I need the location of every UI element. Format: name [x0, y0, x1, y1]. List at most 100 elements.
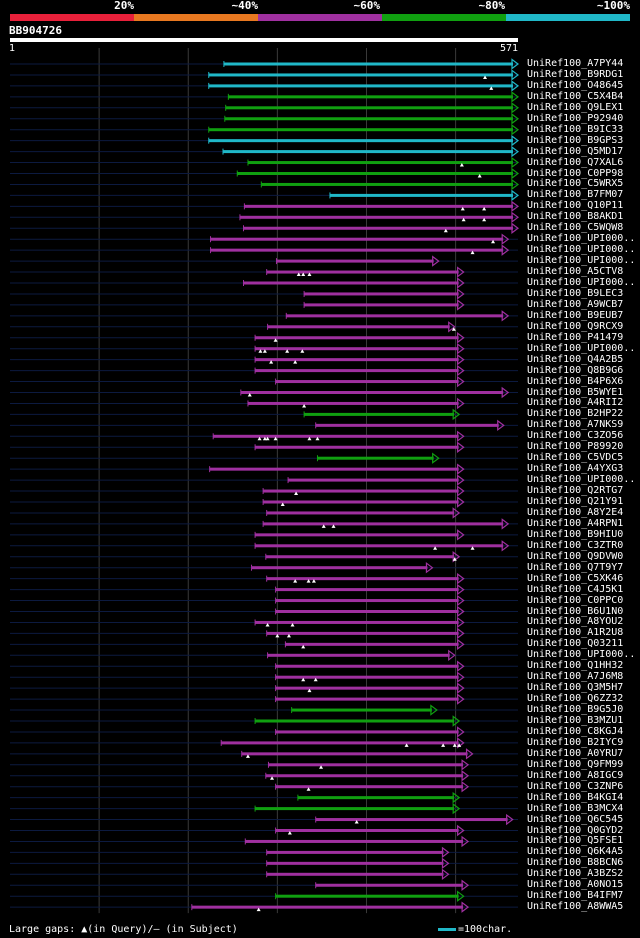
hit-label[interactable]: UniRef100_UPI000..	[527, 277, 636, 288]
hit-label[interactable]: UniRef100_B9IC33	[527, 123, 624, 135]
hit-label[interactable]: UniRef100_A4RPN1	[527, 517, 624, 529]
hit-label[interactable]: UniRef100_C3ZNP6	[527, 780, 624, 792]
hit-label[interactable]: UniRef100_B8BCN6	[527, 857, 624, 869]
hit-label[interactable]: UniRef100_B9LEC3	[527, 287, 624, 299]
hit-label[interactable]: UniRef100_A7J6M8	[527, 671, 624, 683]
hit-label[interactable]: UniRef100_C5WRX5	[527, 178, 624, 190]
hit-label[interactable]: UniRef100_C8KGJ4	[527, 725, 624, 737]
hit-label[interactable]: UniRef100_B7FM07	[527, 189, 624, 201]
hit-label[interactable]: UniRef100_Q4A2B5	[527, 353, 624, 365]
query-gap-marker	[482, 217, 487, 222]
hit-label[interactable]: UniRef100_Q10P11	[527, 200, 624, 212]
hit-label[interactable]: UniRef100_Q5MD17	[527, 145, 624, 157]
hit-label[interactable]: UniRef100_P89920	[527, 441, 624, 453]
hit-label[interactable]: UniRef100_B9GPS3	[527, 134, 624, 146]
hit-label[interactable]: UniRef100_B4P6X6	[527, 375, 624, 387]
hit-label[interactable]: UniRef100_Q6C545	[527, 813, 624, 825]
scale-segment-0-20	[10, 14, 134, 21]
hit-label[interactable]: UniRef100_C5X4B4	[527, 90, 624, 102]
hit-label[interactable]: UniRef100_C0PPC0	[527, 594, 624, 606]
hit-label[interactable]: UniRef100_B6U1N0	[527, 605, 624, 617]
hit-label[interactable]: UniRef100_A4RII2	[527, 397, 624, 409]
hit-arrow	[511, 80, 519, 92]
hit-label[interactable]: UniRef100_Q9FM99	[527, 758, 624, 770]
query-gap-marker	[311, 579, 316, 583]
hit-label[interactable]: UniRef100_A8IGC9	[527, 769, 624, 781]
hit-label[interactable]: UniRef100_A8WWA5	[527, 901, 624, 913]
hit-label[interactable]: UniRef100_C4J5K1	[527, 583, 624, 595]
hit-label[interactable]: UniRef100_A1R2U8	[527, 627, 624, 639]
hit-label[interactable]: UniRef100_Q3M5H7	[527, 682, 624, 694]
hit-label[interactable]: UniRef100_A9WCB7	[527, 298, 624, 310]
hit-arrow	[452, 802, 461, 815]
hit-label[interactable]: UniRef100_A0YRU7	[527, 747, 624, 759]
hit-label[interactable]: UniRef100_Q0GYD2	[527, 824, 624, 836]
hit-label[interactable]: UniRef100_UPI000..	[527, 233, 636, 245]
query-gap-marker	[482, 206, 487, 211]
hit-label[interactable]: UniRef100_P41479	[527, 331, 624, 343]
hit-label[interactable]: UniRef100_C0PP98	[527, 167, 624, 179]
hit-label[interactable]: UniRef100_B2HP22	[527, 408, 624, 420]
hit-arrow	[461, 759, 470, 771]
hit-arrow	[511, 69, 519, 81]
hit-label[interactable]: UniRef100_A7NKS9	[527, 419, 624, 431]
hit-label[interactable]: UniRef100_B5WYE1	[527, 386, 624, 398]
hit-label[interactable]: UniRef100_Q2RTG7	[527, 485, 624, 497]
hit-label[interactable]: UniRef100_A0NO15	[527, 879, 624, 891]
hit-label[interactable]: UniRef100_B8AKD1	[527, 211, 624, 223]
hit-label[interactable]: UniRef100_UPI000..	[527, 474, 636, 486]
hit-label[interactable]: UniRef100_B9EUB7	[527, 309, 624, 321]
hit-label[interactable]: UniRef100_UPI000..	[527, 342, 636, 354]
hit-label[interactable]: UniRef100_UPI000..	[527, 244, 636, 256]
hit-label[interactable]: UniRef100_A7PY44	[527, 58, 624, 69]
hit-label[interactable]: UniRef100_B9G5J0	[527, 704, 624, 716]
hit-label[interactable]: UniRef100_Q6ZZ32	[527, 693, 624, 705]
hit-label[interactable]: UniRef100_B9RDG1	[527, 68, 624, 80]
hit-label[interactable]: UniRef100_C3ZO56	[527, 430, 624, 442]
hit-label[interactable]: UniRef100_C3ZTR0	[527, 539, 624, 551]
hit-label[interactable]: UniRef100_Q9RCX9	[527, 320, 624, 332]
hit-label[interactable]: UniRef100_Q7XAL6	[527, 156, 624, 168]
hit-label[interactable]: UniRef100_B2IYC9	[527, 736, 624, 748]
hit-label[interactable]: UniRef100_Q21Y91	[527, 496, 624, 507]
hit-arrow	[448, 649, 456, 661]
hit-label[interactable]: UniRef100_P92940	[527, 112, 624, 124]
query-gap-marker	[457, 743, 462, 747]
hit-label[interactable]: UniRef100_Q9DVW0	[527, 550, 624, 562]
hit-bar	[304, 303, 459, 307]
hit-label[interactable]: UniRef100_O48645	[527, 79, 624, 91]
hit-label[interactable]: UniRef100_C5XK46	[527, 572, 624, 584]
hit-label[interactable]: UniRef100_Q6K4A5	[527, 846, 624, 858]
hit-label[interactable]: UniRef100_A8YOU2	[527, 616, 624, 628]
hit-label[interactable]: UniRef100_B4KGI4	[527, 791, 624, 803]
hit-arrow	[461, 879, 470, 891]
hit-label[interactable]: UniRef100_UPI000..	[527, 255, 636, 267]
hit-label[interactable]: UniRef100_A8Y2E4	[527, 506, 624, 518]
hit-label[interactable]: UniRef100_B3MZU1	[527, 715, 624, 726]
query-gap-marker	[451, 327, 456, 331]
hit-label[interactable]: UniRef100_Q03211	[527, 638, 624, 650]
hit-label[interactable]: UniRef100_A5CTV8	[527, 266, 624, 278]
hit-label[interactable]: UniRef100_B9HIU0	[527, 528, 624, 540]
hit-label[interactable]: UniRef100_C5VDC5	[527, 452, 624, 464]
hit-label[interactable]: UniRef100_A4YXG3	[527, 463, 624, 475]
hit-label[interactable]: UniRef100_Q1HH32	[527, 660, 624, 672]
hit-arrow	[452, 791, 461, 804]
hit-label[interactable]: UniRef100_Q9LEX1	[527, 101, 624, 113]
hit-label[interactable]: UniRef100_Q7T9Y7	[527, 561, 624, 573]
hit-label[interactable]: UniRef100_B3MCX4	[527, 802, 624, 814]
hit-bar	[255, 719, 455, 723]
hit-bar	[210, 237, 504, 241]
hit-label[interactable]: UniRef100_B4IFM7	[527, 890, 624, 902]
hit-arrow	[457, 332, 465, 344]
hit-label[interactable]: UniRef100_A3BZS2	[527, 868, 624, 880]
hit-label[interactable]: UniRef100_UPI000..	[527, 649, 636, 661]
hit-arrow	[457, 824, 465, 837]
hit-bar	[255, 336, 459, 340]
hit-label[interactable]: UniRef100_Q5FSE1	[527, 835, 624, 847]
hit-label[interactable]: UniRef100_Q8B9G6	[527, 364, 624, 376]
hit-bar	[263, 489, 459, 493]
query-gap-marker	[443, 228, 448, 233]
hit-label[interactable]: UniRef100_C5WQW8	[527, 222, 624, 234]
